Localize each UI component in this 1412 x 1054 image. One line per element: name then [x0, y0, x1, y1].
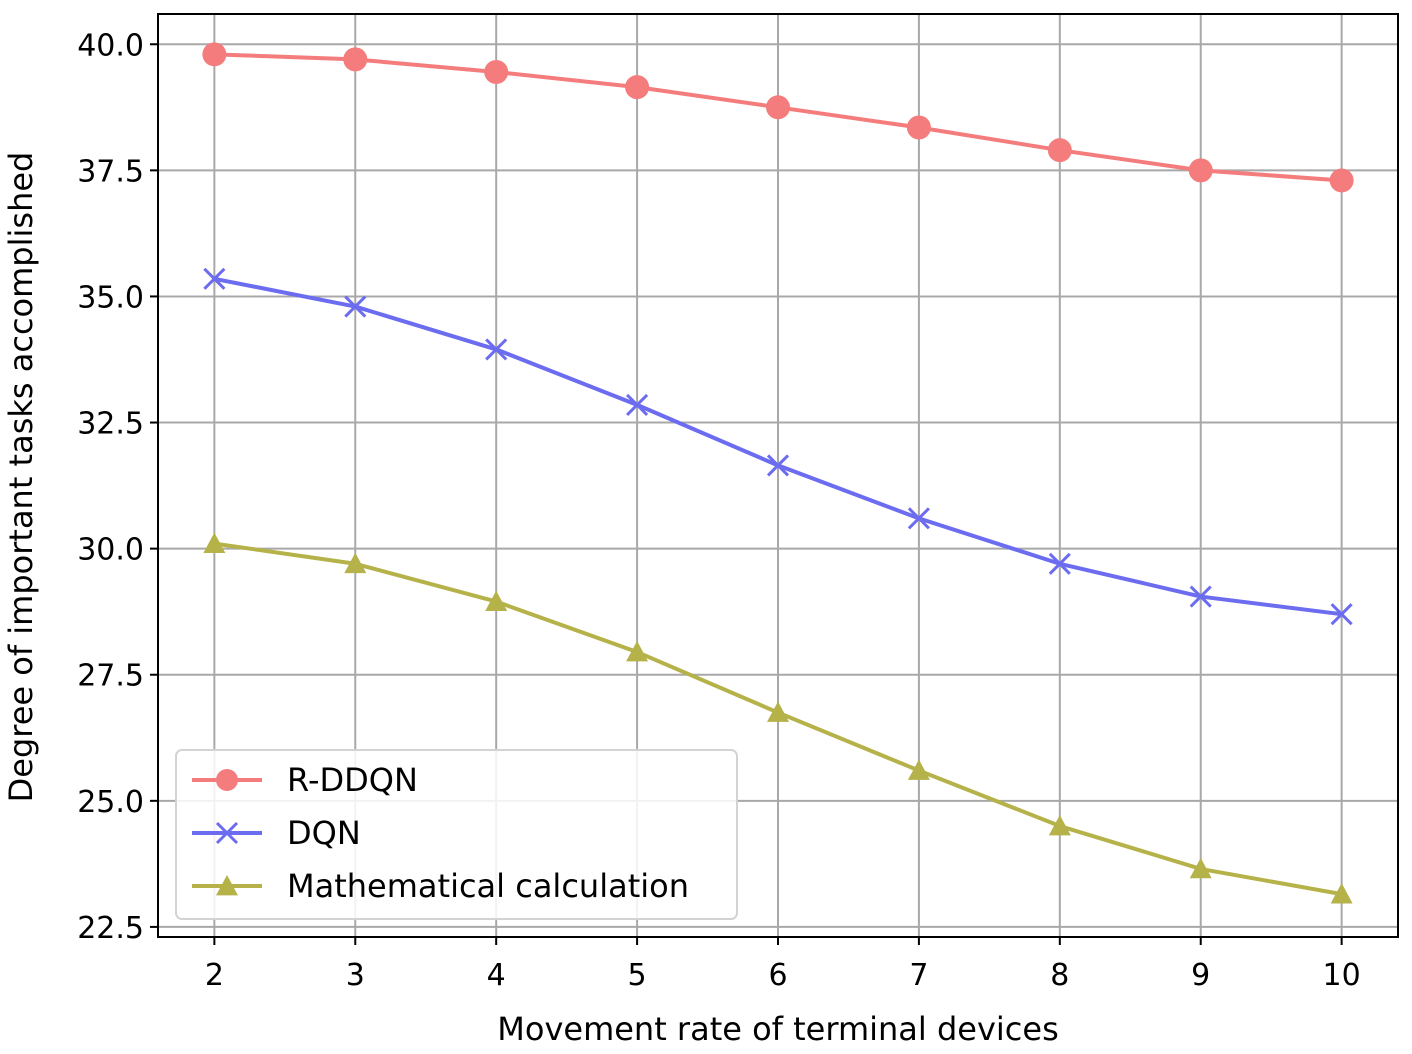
data-point-stroke	[1048, 552, 1071, 575]
x-tick-label: 7	[909, 958, 928, 993]
data-point	[906, 115, 931, 140]
data-point	[907, 507, 930, 530]
legend-label: R-DDQN	[287, 761, 418, 799]
data-point	[907, 759, 930, 780]
data-point	[1048, 815, 1071, 836]
x-tick-label: 9	[1191, 958, 1210, 993]
y-tick-label: 30.0	[77, 533, 144, 568]
series-dqn	[203, 267, 1353, 626]
data-point-stroke	[1189, 585, 1212, 608]
x-tick-label: 8	[1050, 958, 1069, 993]
legend-entry: R-DDQN	[192, 761, 418, 799]
data-point	[344, 552, 367, 574]
data-point-stroke	[485, 338, 508, 361]
data-point	[626, 641, 649, 662]
legend-entry: Mathematical calculation	[192, 867, 689, 905]
data-point	[484, 60, 509, 85]
data-point	[202, 42, 227, 67]
data-point	[1047, 138, 1072, 163]
legend-box	[175, 749, 738, 920]
data-point	[343, 47, 368, 72]
data-point	[1188, 158, 1213, 183]
data-point	[1329, 168, 1354, 193]
data-point-stroke	[203, 267, 226, 290]
series-r-ddqn	[202, 42, 1354, 193]
legend-label: DQN	[287, 814, 361, 852]
data-point	[203, 532, 226, 553]
x-tick-label: 6	[768, 958, 787, 993]
legend-entry: DQN	[192, 814, 361, 852]
y-tick-label: 35.0	[77, 280, 144, 315]
data-point	[767, 701, 789, 722]
y-tick-label: 37.5	[77, 154, 144, 189]
series-layer	[202, 42, 1354, 904]
legend-marker	[216, 769, 238, 791]
axis-ticks: 2 3 4 5 6 7 8 9 10 22.5 25.0 27.5 30.0 32.5 35.0 37.5 40…	[77, 28, 1361, 993]
y-tick-label: 32.5	[77, 407, 144, 442]
x-axis-title: Movement rate of terminal devices	[497, 1010, 1058, 1048]
y-tick-label: 22.5	[77, 911, 144, 946]
x-tick-label: 10	[1323, 958, 1361, 993]
y-tick-label: 25.0	[77, 785, 144, 820]
data-point-stroke	[344, 295, 367, 318]
y-tick-label: 40.0	[77, 28, 144, 63]
y-axis-title: Degree of important tasks accomplished	[2, 152, 40, 803]
data-point	[1189, 585, 1212, 608]
x-tick-label: 5	[628, 958, 647, 993]
data-point	[344, 295, 367, 318]
data-point-stroke	[1330, 603, 1353, 626]
data-point	[203, 267, 226, 290]
data-point-stroke	[626, 393, 649, 416]
y-tick-label: 27.5	[77, 659, 144, 694]
legend-label: Mathematical calculation	[287, 867, 689, 905]
legend: R-DDQN DQN Mathematical calculation	[175, 749, 738, 920]
data-point	[485, 590, 508, 611]
data-point	[1048, 552, 1071, 575]
data-point	[1330, 603, 1353, 626]
data-point-stroke	[766, 454, 790, 477]
legend-marker-stroke	[215, 821, 239, 845]
x-tick-label: 2	[205, 958, 224, 993]
data-point	[766, 454, 790, 477]
data-point	[1330, 883, 1353, 904]
data-point	[485, 338, 508, 361]
data-point	[626, 393, 649, 416]
x-tick-label: 3	[346, 958, 365, 993]
series-mathematical-calculation	[203, 532, 1353, 904]
legend-marker	[215, 821, 239, 845]
data-point	[1189, 857, 1212, 879]
data-point	[766, 95, 790, 120]
x-tick-label: 4	[487, 958, 506, 993]
legend-marker	[216, 875, 238, 896]
data-point	[625, 75, 650, 100]
data-point-stroke	[907, 507, 930, 530]
